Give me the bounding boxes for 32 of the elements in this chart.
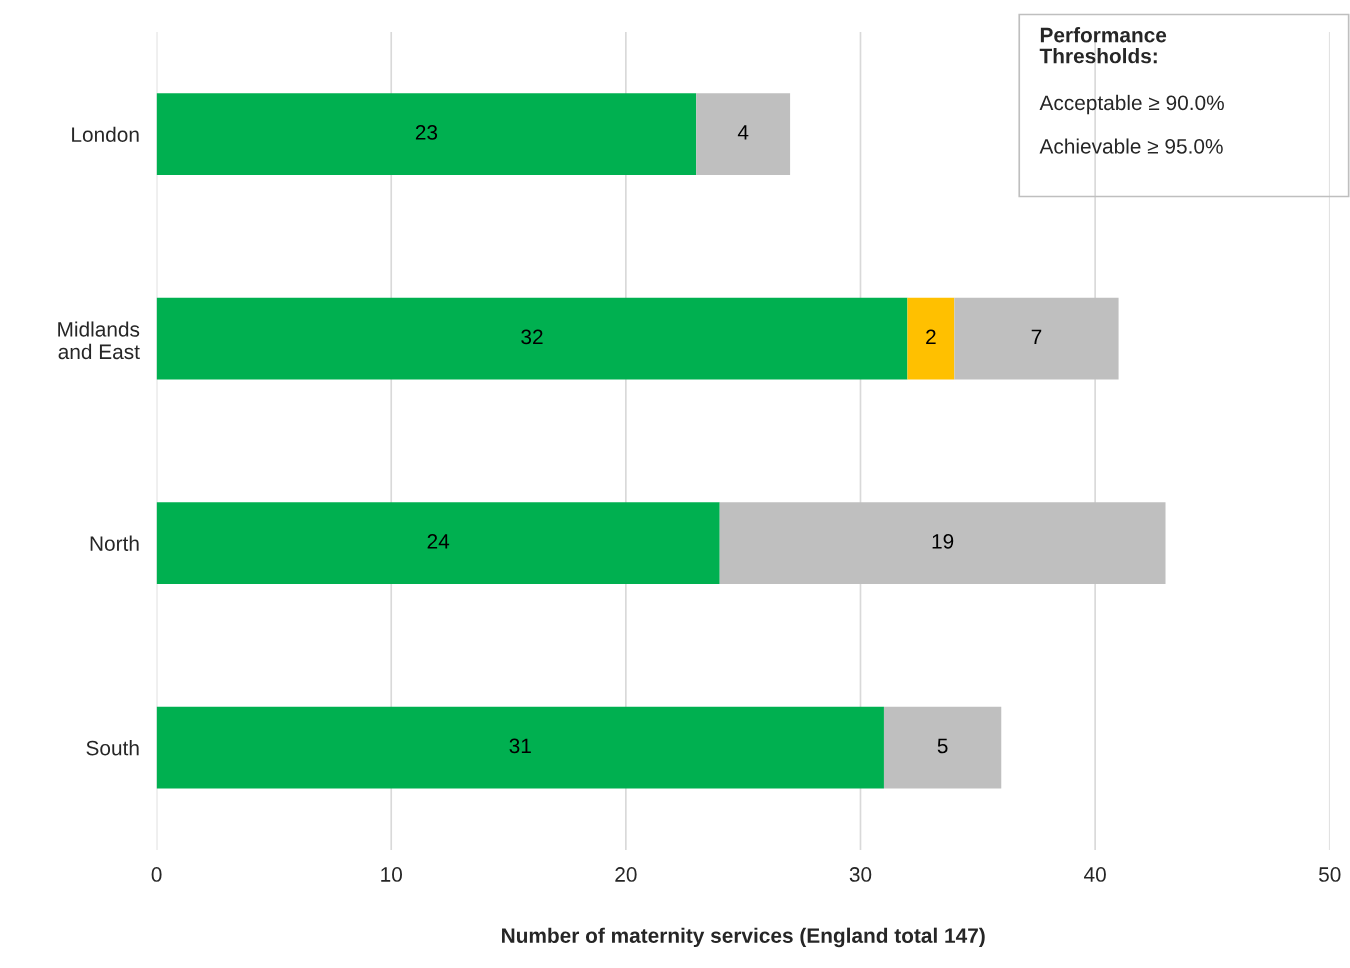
data-label: 4 bbox=[737, 125, 749, 140]
data-label: 32 bbox=[521, 329, 543, 345]
bar bbox=[907, 297, 955, 380]
x-tick-label: 0 bbox=[151, 867, 162, 882]
annotation: Performance Thresholds: bbox=[1039, 27, 1167, 64]
y-tick-label: Midlands and East bbox=[58, 321, 140, 360]
bar bbox=[719, 502, 1166, 585]
annotation: Acceptable ≥ 90.0% bbox=[1039, 94, 1224, 115]
bar bbox=[156, 297, 908, 380]
x-axis-title: Number of maternity services (England total 147) bbox=[502, 927, 985, 948]
bar bbox=[954, 297, 1119, 380]
data-label: 7 bbox=[1031, 329, 1042, 345]
data-label: 31 bbox=[509, 738, 531, 754]
x-tick-label: 20 bbox=[615, 867, 637, 882]
x-tick-label: 50 bbox=[1319, 867, 1341, 882]
y-tick-label: South bbox=[86, 740, 139, 756]
data-label: 19 bbox=[932, 534, 954, 549]
data-label: 2 bbox=[926, 329, 936, 345]
bar bbox=[696, 93, 791, 176]
data-label: 24 bbox=[427, 534, 450, 549]
bar bbox=[156, 706, 884, 789]
x-tick-label: 10 bbox=[381, 867, 402, 882]
x-tick-label: 30 bbox=[849, 867, 872, 882]
data-label: 5 bbox=[937, 738, 948, 754]
bar bbox=[883, 706, 1002, 789]
bar bbox=[156, 93, 697, 176]
annotation: Achievable ≥ 95.0% bbox=[1039, 138, 1223, 154]
y-tick-label: North bbox=[90, 535, 139, 551]
x-tick-label: 40 bbox=[1084, 867, 1106, 882]
y-tick-label: London bbox=[72, 126, 139, 142]
bar bbox=[156, 502, 720, 585]
data-label: 23 bbox=[415, 125, 438, 140]
